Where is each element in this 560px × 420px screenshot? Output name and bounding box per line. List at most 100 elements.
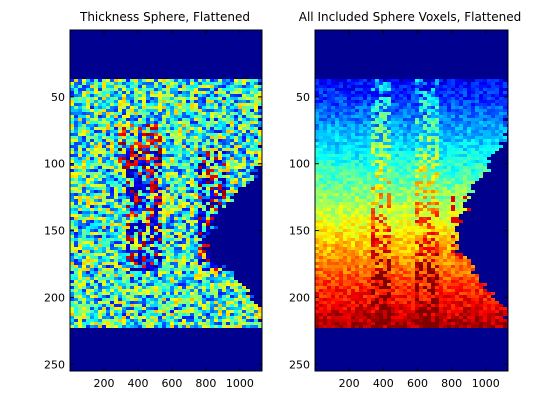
heatmap-cell [371, 112, 375, 115]
heatmap-cell [186, 283, 190, 286]
heatmap-cell [70, 190, 74, 193]
heatmap-cell [427, 109, 431, 112]
heatmap-cell [327, 112, 331, 115]
heatmap-cell [82, 184, 86, 187]
heatmap-cell [238, 154, 242, 157]
heatmap-cell [495, 94, 499, 97]
heatmap-cell [258, 316, 262, 319]
heatmap-cell [94, 262, 98, 265]
heatmap-cell [86, 205, 90, 208]
heatmap-cell [202, 274, 206, 277]
heatmap-cell [194, 283, 198, 286]
heatmap-cell [226, 100, 230, 103]
heatmap-cell [383, 91, 387, 94]
heatmap-cell [182, 223, 186, 226]
heatmap-cell [375, 109, 379, 112]
heatmap-cell [74, 163, 78, 166]
heatmap-cell [351, 118, 355, 121]
heatmap-cell [331, 106, 335, 109]
heatmap-cell [431, 157, 435, 160]
heatmap-cell [118, 265, 122, 268]
heatmap-cell [467, 106, 471, 109]
heatmap-cell [174, 277, 178, 280]
heatmap-cell [339, 109, 343, 112]
heatmap-cell [154, 304, 158, 307]
heatmap-cell [347, 142, 351, 145]
heatmap-cell [258, 124, 262, 127]
heatmap-cell [134, 319, 138, 322]
heatmap-cell [387, 82, 391, 85]
heatmap-cell [230, 163, 234, 166]
heatmap-cell [234, 298, 238, 301]
heatmap-cell [86, 130, 90, 133]
heatmap-cell [451, 82, 455, 85]
heatmap-cell [122, 181, 126, 184]
heatmap-cell [114, 283, 118, 286]
heatmap-cell [339, 121, 343, 124]
heatmap-cell [206, 226, 210, 229]
heatmap-cell [495, 121, 499, 124]
heatmap-cell [186, 97, 190, 100]
heatmap-cell [106, 313, 110, 316]
heatmap-cell [70, 202, 74, 205]
heatmap-cell [194, 118, 198, 121]
heatmap-cell [90, 172, 94, 175]
heatmap-cell [242, 322, 246, 325]
heatmap-cell [379, 163, 383, 166]
heatmap-cell [94, 139, 98, 142]
heatmap-cell [214, 196, 218, 199]
heatmap-cell [142, 91, 146, 94]
heatmap-cell [154, 322, 158, 325]
heatmap-cell [146, 208, 150, 211]
heatmap-cell [431, 100, 435, 103]
heatmap-cell [479, 160, 483, 163]
heatmap-cell [134, 100, 138, 103]
heatmap-cell [218, 85, 222, 88]
heatmap-cell [427, 154, 431, 157]
heatmap-cell [242, 286, 246, 289]
heatmap-cell [142, 160, 146, 163]
heatmap-cell [178, 262, 182, 265]
heatmap-cell [190, 283, 194, 286]
heatmap-cell [150, 103, 154, 106]
heatmap-cell [178, 265, 182, 268]
heatmap-cell [78, 310, 82, 313]
heatmap-cell [94, 109, 98, 112]
heatmap-cell [443, 115, 447, 118]
heatmap-cell [182, 157, 186, 160]
heatmap-cell [166, 169, 170, 172]
heatmap-cell [90, 202, 94, 205]
heatmap-cell [174, 133, 178, 136]
heatmap-cell [86, 292, 90, 295]
heatmap-cell [134, 235, 138, 238]
heatmap-cell [343, 100, 347, 103]
heatmap-cell [122, 127, 126, 130]
heatmap-cell [98, 121, 102, 124]
heatmap-cell [158, 136, 162, 139]
heatmap-cell [194, 235, 198, 238]
heatmap-cell [178, 187, 182, 190]
heatmap-cell [162, 172, 166, 175]
heatmap-cell [427, 118, 431, 121]
heatmap-cell [202, 91, 206, 94]
heatmap-cell [198, 154, 202, 157]
heatmap-cell [74, 190, 78, 193]
heatmap-cell [106, 148, 110, 151]
heatmap-cell [202, 115, 206, 118]
heatmap-cell [190, 301, 194, 304]
heatmap-cell [166, 250, 170, 253]
heatmap-cell [222, 295, 226, 298]
heatmap-cell [407, 145, 411, 148]
heatmap-cell [399, 103, 403, 106]
heatmap-cell [98, 139, 102, 142]
heatmap-cell [114, 178, 118, 181]
heatmap-cell [206, 118, 210, 121]
heatmap-cell [74, 85, 78, 88]
heatmap-cell [206, 289, 210, 292]
heatmap-cell [94, 202, 98, 205]
heatmap-cell [218, 88, 222, 91]
heatmap-cell [475, 82, 479, 85]
heatmap-cell [186, 319, 190, 322]
heatmap-cell [162, 97, 166, 100]
